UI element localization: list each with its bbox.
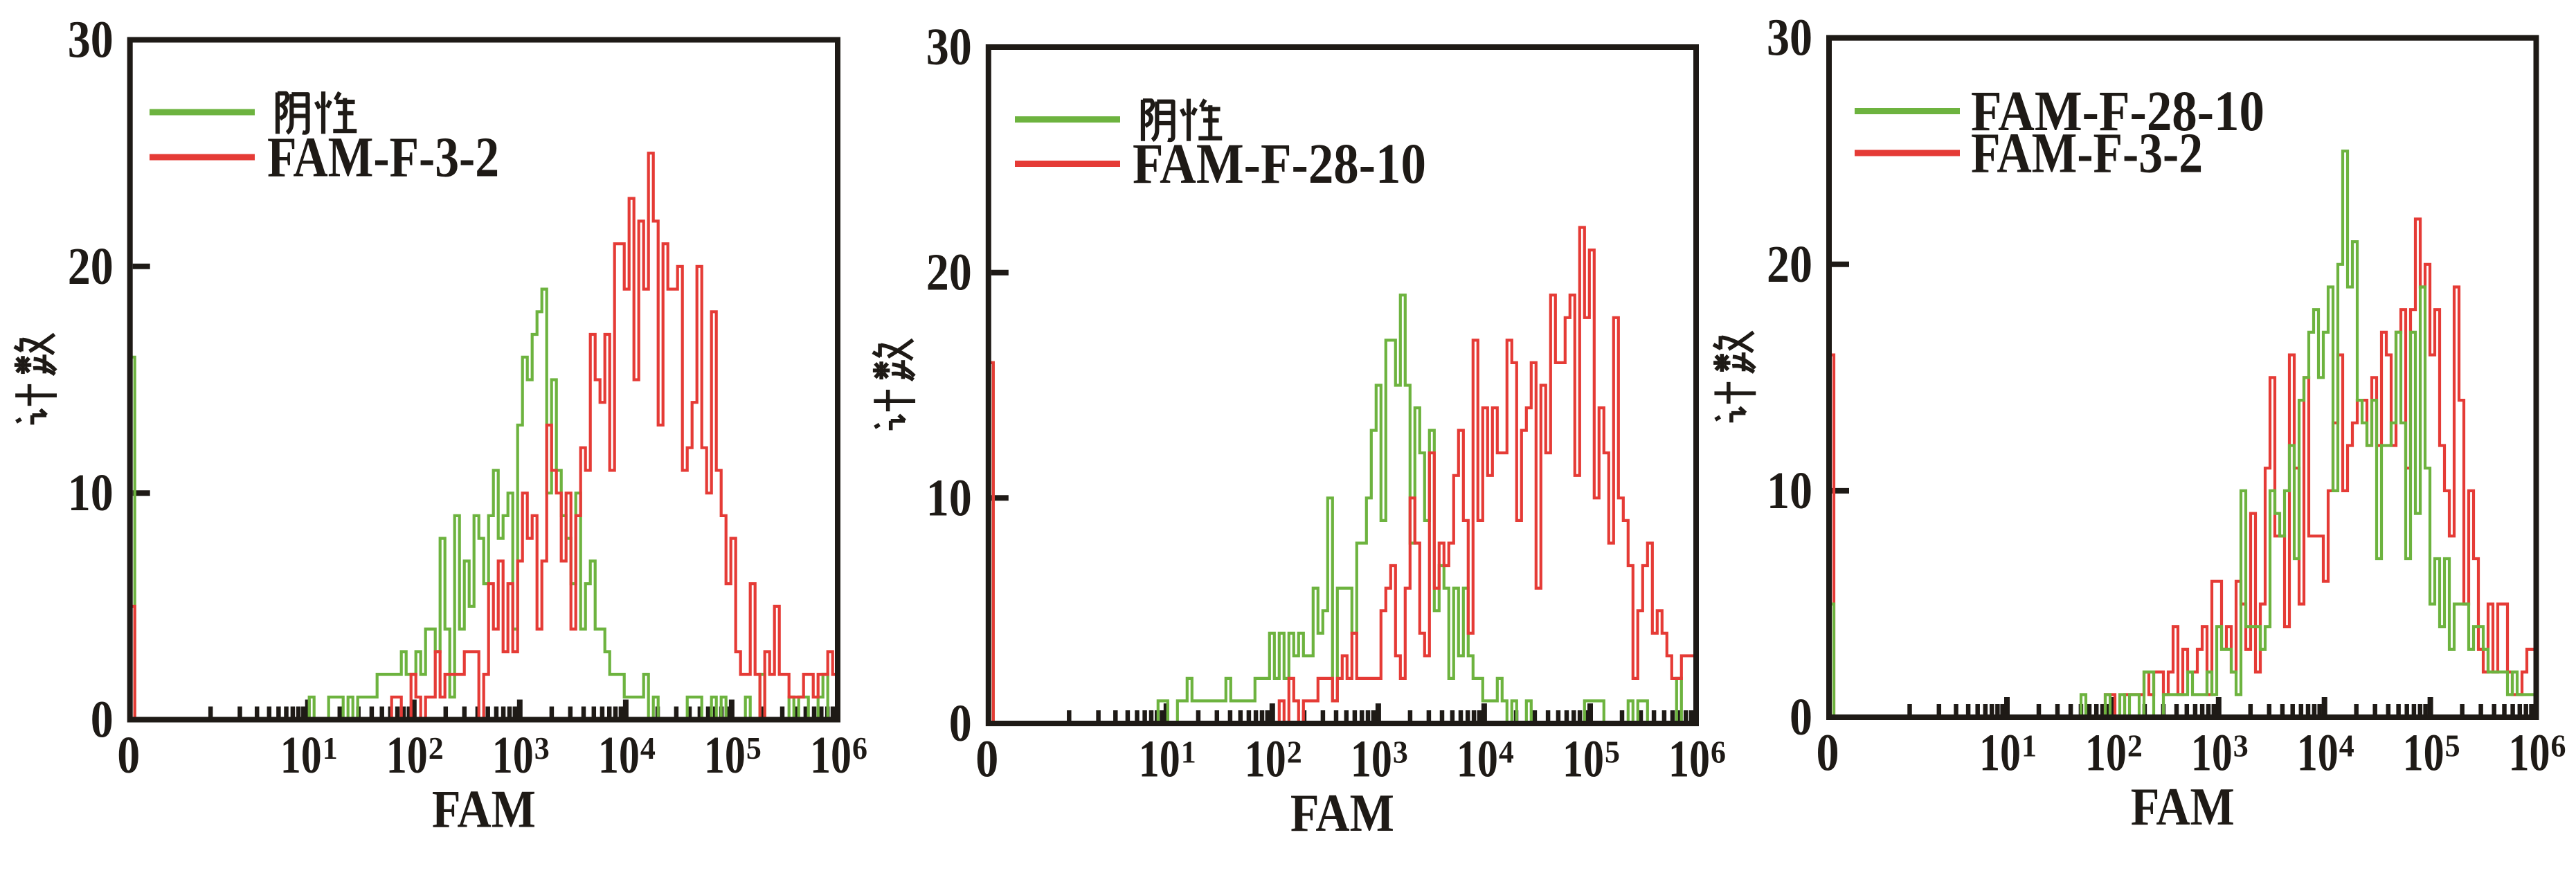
- svg-text:10: 10: [1245, 730, 1286, 789]
- svg-text:10: 10: [704, 726, 746, 784]
- svg-text:0: 0: [949, 694, 972, 753]
- svg-text:5: 5: [1605, 735, 1620, 770]
- svg-text:0: 0: [975, 730, 998, 789]
- svg-text:FAM: FAM: [432, 780, 536, 839]
- svg-text:1: 1: [323, 731, 338, 766]
- svg-text:0: 0: [1817, 724, 1839, 782]
- svg-text:4: 4: [1499, 735, 1514, 770]
- svg-text:0: 0: [91, 691, 114, 749]
- svg-text:10: 10: [1979, 724, 2021, 782]
- svg-text:2: 2: [1287, 735, 1302, 770]
- svg-text:1: 1: [2021, 729, 2037, 764]
- svg-text:4: 4: [2339, 729, 2354, 764]
- svg-text:10: 10: [68, 464, 114, 522]
- svg-text:10: 10: [1562, 730, 1604, 789]
- svg-text:10: 10: [598, 726, 640, 784]
- svg-text:6: 6: [852, 731, 867, 766]
- svg-text:30: 30: [68, 11, 114, 69]
- svg-text:FAM-F-3-2: FAM-F-3-2: [267, 125, 499, 189]
- svg-text:10: 10: [280, 726, 322, 784]
- svg-text:FAM: FAM: [1290, 783, 1394, 843]
- svg-text:10: 10: [1457, 730, 1498, 789]
- svg-text:0: 0: [117, 726, 140, 784]
- svg-text:10: 10: [492, 726, 534, 784]
- svg-text:20: 20: [926, 244, 972, 302]
- svg-text:6: 6: [1711, 735, 1726, 770]
- svg-text:4: 4: [640, 731, 656, 766]
- svg-text:FAM-F-3-2: FAM-F-3-2: [1971, 121, 2203, 185]
- svg-text:10: 10: [2403, 724, 2444, 782]
- svg-text:3: 3: [1393, 735, 1408, 770]
- svg-text:10: 10: [2191, 724, 2233, 782]
- svg-text:10: 10: [386, 726, 428, 784]
- svg-text:10: 10: [810, 726, 852, 784]
- svg-text:FAM-F-28-10: FAM-F-28-10: [1133, 132, 1426, 195]
- svg-text:10: 10: [1351, 730, 1392, 789]
- svg-text:10: 10: [2509, 724, 2550, 782]
- svg-text:10: 10: [2297, 724, 2339, 782]
- svg-text:10: 10: [1767, 462, 1812, 520]
- svg-text:10: 10: [1668, 730, 1710, 789]
- svg-text:5: 5: [2445, 729, 2460, 764]
- svg-text:10: 10: [1139, 730, 1180, 789]
- svg-text:30: 30: [1767, 9, 1812, 67]
- svg-text:20: 20: [1767, 235, 1812, 294]
- svg-text:3: 3: [534, 731, 550, 766]
- svg-text:FAM-F-28-10: FAM-F-28-10: [1971, 79, 2264, 143]
- svg-text:20: 20: [68, 237, 114, 296]
- svg-text:5: 5: [746, 731, 762, 766]
- svg-text:6: 6: [2551, 729, 2566, 764]
- svg-text:0: 0: [1790, 688, 1812, 746]
- svg-text:30: 30: [926, 18, 972, 76]
- svg-text:10: 10: [926, 469, 972, 527]
- svg-text:3: 3: [2233, 729, 2249, 764]
- svg-text:10: 10: [2085, 724, 2127, 782]
- svg-text:2: 2: [2127, 729, 2143, 764]
- svg-text:2: 2: [429, 731, 444, 766]
- svg-text:FAM: FAM: [2131, 777, 2235, 836]
- svg-text:1: 1: [1181, 735, 1196, 770]
